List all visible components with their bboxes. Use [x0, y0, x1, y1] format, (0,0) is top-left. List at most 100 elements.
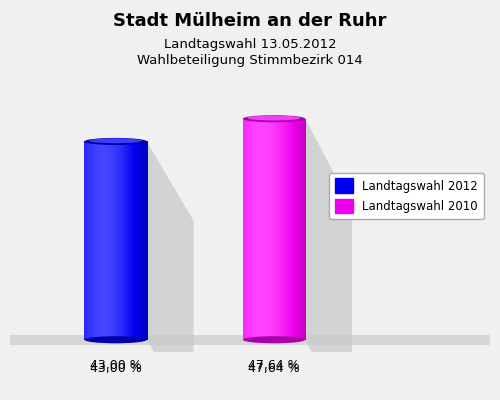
Bar — [138, 142, 140, 340]
Bar — [90, 142, 91, 340]
Bar — [258, 119, 260, 340]
Bar — [304, 119, 306, 340]
Bar — [123, 142, 124, 340]
Bar — [290, 119, 292, 340]
Bar — [124, 142, 125, 340]
Ellipse shape — [84, 336, 147, 343]
Bar — [249, 119, 250, 340]
Bar — [250, 119, 251, 340]
Bar — [84, 142, 86, 340]
Text: 43,00 %: 43,00 % — [90, 359, 142, 372]
Bar — [147, 142, 148, 340]
Bar — [270, 119, 272, 340]
Bar — [114, 142, 115, 340]
Bar — [139, 142, 140, 340]
Bar — [257, 119, 258, 340]
Bar — [299, 119, 300, 340]
Bar — [92, 142, 94, 340]
Bar — [284, 119, 285, 340]
Bar — [144, 142, 145, 340]
Bar — [98, 142, 100, 340]
Bar — [291, 119, 292, 340]
Bar — [245, 119, 246, 340]
Bar — [278, 119, 279, 340]
Bar — [115, 142, 116, 340]
Text: 47,64 %: 47,64 % — [248, 362, 300, 375]
Bar — [124, 142, 126, 340]
Bar — [270, 119, 271, 340]
Bar — [94, 142, 95, 340]
Bar — [300, 119, 302, 340]
Bar — [126, 142, 128, 340]
Bar — [120, 142, 122, 340]
Bar — [104, 142, 106, 340]
Text: Wahlbeteiligung Stimmbezirk 014: Wahlbeteiligung Stimmbezirk 014 — [137, 54, 363, 67]
Bar — [295, 119, 296, 340]
Bar — [302, 119, 304, 340]
Bar — [294, 119, 296, 340]
Bar — [110, 142, 112, 340]
Bar — [296, 119, 298, 340]
Bar — [282, 119, 283, 340]
Bar — [305, 119, 306, 340]
Bar — [85, 142, 86, 340]
Bar — [113, 142, 114, 340]
Bar — [279, 119, 280, 340]
Bar — [130, 142, 132, 340]
Bar — [132, 142, 134, 340]
Bar — [246, 119, 248, 340]
Bar — [120, 142, 121, 340]
Bar — [268, 119, 270, 340]
Bar — [134, 142, 136, 340]
Bar — [264, 119, 266, 340]
Bar — [127, 142, 128, 340]
Bar — [94, 142, 96, 340]
Bar — [132, 142, 133, 340]
Text: 47,64 %: 47,64 % — [248, 359, 300, 372]
Bar — [119, 142, 120, 340]
Bar — [262, 119, 263, 340]
Bar — [122, 142, 124, 340]
Bar — [300, 119, 301, 340]
Bar — [100, 142, 102, 340]
Bar — [131, 142, 132, 340]
Polygon shape — [305, 119, 352, 400]
Ellipse shape — [89, 138, 142, 143]
Bar — [248, 119, 250, 340]
Bar — [86, 142, 87, 340]
Bar — [258, 119, 259, 340]
Bar — [287, 119, 288, 340]
Bar — [288, 119, 289, 340]
Bar — [304, 119, 305, 340]
Bar — [292, 119, 294, 340]
Bar — [144, 142, 146, 340]
Bar — [276, 119, 277, 340]
Ellipse shape — [248, 116, 300, 120]
Bar — [143, 142, 144, 340]
Bar — [265, 119, 266, 340]
Bar — [128, 142, 130, 340]
Bar — [98, 142, 99, 340]
Bar — [135, 142, 136, 340]
Bar — [146, 142, 148, 340]
Bar — [118, 142, 120, 340]
Ellipse shape — [84, 138, 147, 145]
Bar — [269, 119, 270, 340]
Bar — [10, 335, 490, 345]
Bar — [254, 119, 256, 340]
Bar — [102, 142, 104, 340]
Bar — [102, 142, 103, 340]
Bar — [283, 119, 284, 340]
Bar — [109, 142, 110, 340]
Bar — [266, 119, 268, 340]
Ellipse shape — [243, 115, 305, 122]
Bar — [298, 119, 300, 340]
Bar — [114, 142, 116, 340]
Bar — [284, 119, 286, 340]
Bar — [87, 142, 88, 340]
Bar — [266, 119, 267, 340]
Bar — [282, 119, 284, 340]
Bar — [244, 119, 245, 340]
Bar — [97, 142, 98, 340]
Bar — [117, 142, 118, 340]
